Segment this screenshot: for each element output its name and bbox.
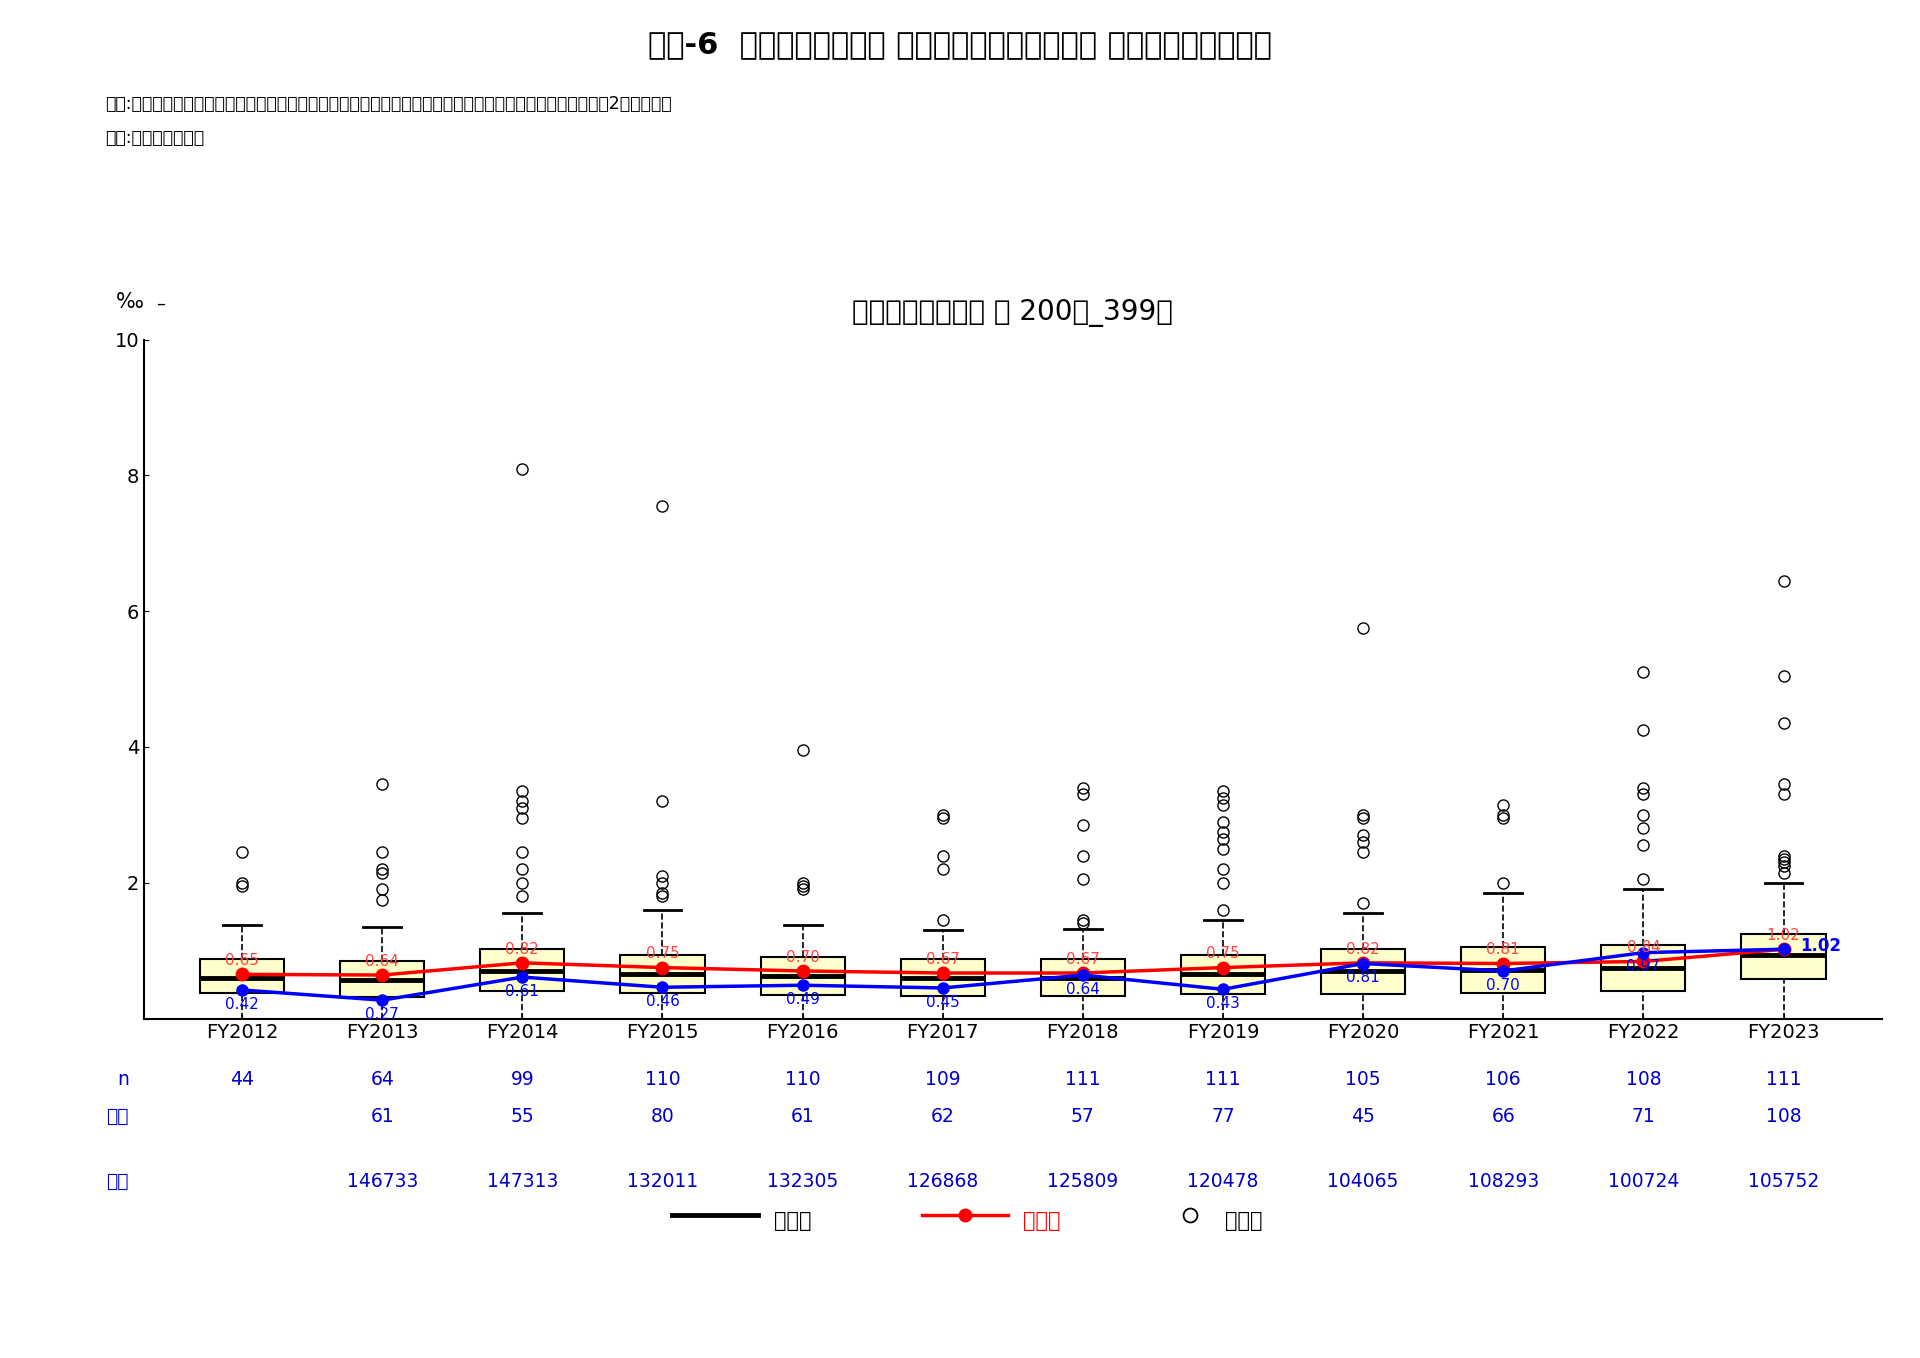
Text: 66: 66 xyxy=(1492,1107,1515,1126)
Text: 57: 57 xyxy=(1071,1107,1094,1126)
Title: 市立大津市民病院 ／ 200幢_399幢: 市立大津市民病院 ／ 200幢_399幢 xyxy=(852,299,1173,327)
Text: 120478: 120478 xyxy=(1187,1172,1260,1191)
Text: 111: 111 xyxy=(1766,1070,1801,1089)
Text: 0.49: 0.49 xyxy=(785,991,820,1008)
Text: 146733: 146733 xyxy=(346,1172,419,1191)
Text: 0.81: 0.81 xyxy=(1346,970,1380,986)
Text: 61: 61 xyxy=(791,1107,814,1126)
Text: 0.64: 0.64 xyxy=(365,953,399,970)
Bar xyxy=(1741,934,1826,979)
Text: 中央値: 中央値 xyxy=(774,1211,812,1230)
Text: 110: 110 xyxy=(785,1070,820,1089)
Text: 125809: 125809 xyxy=(1046,1172,1119,1191)
Text: 44: 44 xyxy=(230,1070,253,1089)
Text: 外れ値: 外れ値 xyxy=(1225,1211,1263,1230)
Bar xyxy=(620,955,705,993)
Bar xyxy=(1461,947,1546,993)
Text: 一般-6  入院患者の転倒・ 転落による損傷発生率（ 損傷レベル２以上）: 一般-6 入院患者の転倒・ 転落による損傷発生率（ 損傷レベル２以上） xyxy=(649,30,1271,58)
Text: 0.75: 0.75 xyxy=(645,947,680,961)
Text: 132305: 132305 xyxy=(766,1172,839,1191)
Text: 111: 111 xyxy=(1206,1070,1240,1089)
Text: ‰: ‰ xyxy=(115,292,144,312)
Bar xyxy=(340,961,424,997)
Text: 平均値: 平均値 xyxy=(1023,1211,1062,1230)
Text: 分母: 分母 xyxy=(106,1172,129,1191)
Text: 132011: 132011 xyxy=(626,1172,699,1191)
Text: 分子: 分子 xyxy=(106,1107,129,1126)
Text: 108: 108 xyxy=(1766,1107,1801,1126)
Text: 109: 109 xyxy=(925,1070,960,1089)
Text: 111: 111 xyxy=(1066,1070,1100,1089)
Text: 147313: 147313 xyxy=(486,1172,559,1191)
Text: 126868: 126868 xyxy=(906,1172,979,1191)
Text: 64: 64 xyxy=(371,1070,394,1089)
Text: 0.65: 0.65 xyxy=(225,953,259,968)
Text: 108293: 108293 xyxy=(1467,1172,1538,1191)
Text: 106: 106 xyxy=(1486,1070,1521,1089)
Bar xyxy=(480,949,564,991)
Bar xyxy=(480,949,564,991)
Text: 0.67: 0.67 xyxy=(925,952,960,967)
Bar xyxy=(1321,949,1405,994)
Text: 0.67: 0.67 xyxy=(1066,952,1100,967)
Bar xyxy=(620,955,705,993)
Text: 80: 80 xyxy=(651,1107,674,1126)
Text: 0.81: 0.81 xyxy=(1486,942,1521,957)
Text: 分子:医療安全管理室へインシデント・アクシデントレポートが提出された転倒・転落件数のうち損傷レベル2以上の件数: 分子:医療安全管理室へインシデント・アクシデントレポートが提出された転倒・転落件… xyxy=(106,95,672,113)
Text: 108: 108 xyxy=(1626,1070,1661,1089)
Text: 104065: 104065 xyxy=(1327,1172,1400,1191)
Bar xyxy=(1181,955,1265,994)
Text: 71: 71 xyxy=(1632,1107,1655,1126)
Bar xyxy=(1041,959,1125,997)
Text: 0.42: 0.42 xyxy=(225,997,259,1012)
Bar xyxy=(1041,959,1125,997)
Text: n: n xyxy=(117,1070,129,1089)
Text: 0.45: 0.45 xyxy=(925,994,960,1010)
Bar xyxy=(900,959,985,997)
Text: 105752: 105752 xyxy=(1747,1172,1818,1191)
Text: 0.82: 0.82 xyxy=(1346,941,1380,956)
Text: 45: 45 xyxy=(1352,1107,1375,1126)
Text: –: – xyxy=(156,295,165,312)
Text: 1.02: 1.02 xyxy=(1801,937,1841,955)
Bar xyxy=(1601,945,1686,991)
Text: 0.75: 0.75 xyxy=(1206,947,1240,961)
Text: 99: 99 xyxy=(511,1070,534,1089)
Text: 55: 55 xyxy=(511,1107,534,1126)
Text: 0.70: 0.70 xyxy=(785,949,820,964)
Bar xyxy=(760,957,845,995)
Text: 0.43: 0.43 xyxy=(1206,997,1240,1012)
Bar xyxy=(1321,949,1405,994)
Text: 100724: 100724 xyxy=(1607,1172,1680,1191)
Text: 0.70: 0.70 xyxy=(1486,978,1521,993)
Bar xyxy=(760,957,845,995)
Bar xyxy=(200,959,284,993)
Text: 61: 61 xyxy=(371,1107,394,1126)
Text: 62: 62 xyxy=(931,1107,954,1126)
Text: 0.82: 0.82 xyxy=(505,941,540,956)
Bar xyxy=(200,959,284,993)
Text: 0.46: 0.46 xyxy=(645,994,680,1009)
Text: 105: 105 xyxy=(1346,1070,1380,1089)
Bar xyxy=(1461,947,1546,993)
Bar xyxy=(1181,955,1265,994)
Text: 110: 110 xyxy=(645,1070,680,1089)
Bar xyxy=(900,959,985,997)
Bar xyxy=(1601,945,1686,991)
Text: 0.61: 0.61 xyxy=(505,983,540,999)
Bar xyxy=(1741,934,1826,979)
Text: 0.64: 0.64 xyxy=(1066,982,1100,997)
Text: 0.97: 0.97 xyxy=(1626,959,1661,975)
Text: 分母:入院延べ患者数: 分母:入院延べ患者数 xyxy=(106,129,205,147)
Bar xyxy=(340,961,424,997)
Text: 77: 77 xyxy=(1212,1107,1235,1126)
Text: 1.02: 1.02 xyxy=(1766,928,1801,942)
Text: 0.27: 0.27 xyxy=(365,1008,399,1023)
Text: 0.84: 0.84 xyxy=(1626,940,1661,956)
